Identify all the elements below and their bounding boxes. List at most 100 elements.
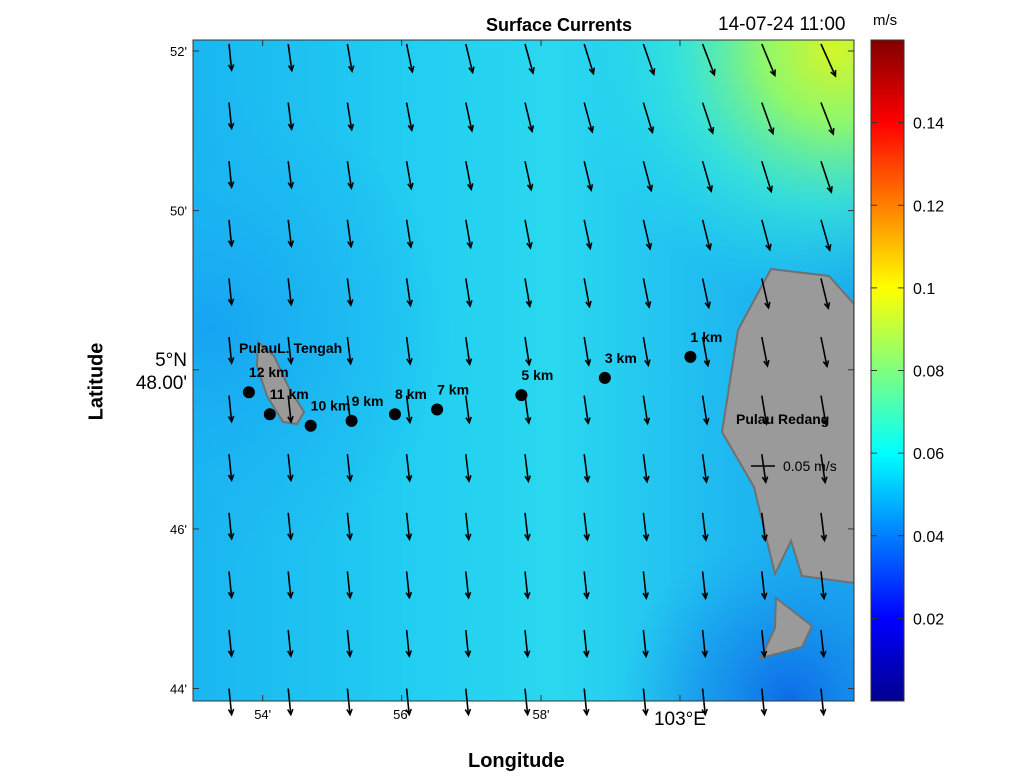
current-vector-arrow xyxy=(583,454,591,484)
current-vector-arrow xyxy=(701,278,712,310)
current-vector-arrow xyxy=(287,219,295,249)
station-marker xyxy=(515,389,528,402)
current-vector-arrow xyxy=(820,160,833,194)
station-label: 9 km xyxy=(352,393,384,409)
y-tick-label: 44' xyxy=(170,682,187,697)
current-vector-arrow xyxy=(465,102,475,133)
island-pulau-redang xyxy=(720,267,854,585)
current-vector-arrow xyxy=(286,629,294,658)
current-vector-arrow xyxy=(346,629,353,658)
island-pulau-redang-south xyxy=(759,596,814,660)
current-vector-arrow xyxy=(524,219,533,250)
current-vectors xyxy=(227,43,837,717)
current-vector-arrow xyxy=(701,160,714,193)
current-vector-arrow xyxy=(227,454,235,483)
current-vector-arrow xyxy=(287,278,294,307)
current-vector-arrow xyxy=(346,161,354,191)
current-vector-arrow xyxy=(524,512,531,542)
current-vector-arrow xyxy=(701,571,709,601)
current-vector-arrow xyxy=(405,102,415,133)
current-vector-arrow xyxy=(761,219,772,252)
station-label: 3 km xyxy=(605,350,637,366)
current-vector-arrow xyxy=(227,161,235,190)
current-vector-arrow xyxy=(524,43,535,75)
current-vector-arrow xyxy=(227,629,235,658)
current-vector-arrow xyxy=(701,43,716,77)
current-vector-arrow xyxy=(760,629,768,659)
current-vector-arrow xyxy=(583,102,595,134)
current-vector-arrow xyxy=(346,43,355,74)
current-vector-arrow xyxy=(523,629,531,659)
current-vector-arrow xyxy=(287,102,295,131)
station-marker xyxy=(263,408,276,421)
current-vector-arrow xyxy=(761,278,771,310)
current-vector-arrow xyxy=(523,688,531,717)
current-vector-arrow xyxy=(819,688,827,717)
colorbar-unit: m/s xyxy=(873,12,898,29)
current-vector-arrow xyxy=(642,219,653,251)
current-vector-arrow xyxy=(405,161,414,191)
x-tick-label: 56' xyxy=(393,707,410,722)
station-label: 11 km xyxy=(270,386,309,402)
current-vector-arrow xyxy=(642,43,656,76)
station-marker xyxy=(242,386,255,399)
x-tick-label: 54' xyxy=(254,707,271,722)
current-vector-arrow xyxy=(405,278,414,308)
colorbar-tick-label: 0.02 xyxy=(913,611,944,628)
current-vector-arrow xyxy=(583,629,590,659)
current-vector-arrow xyxy=(819,629,827,659)
current-vector-arrow xyxy=(227,43,235,72)
current-vector-arrow xyxy=(227,336,235,365)
current-vector-arrow xyxy=(227,395,235,424)
current-vector-arrow xyxy=(761,512,768,543)
current-vector-arrow xyxy=(642,629,649,659)
current-vector-arrow xyxy=(346,512,353,541)
station-label: 12 km xyxy=(249,364,289,380)
current-vector-arrow xyxy=(583,571,590,600)
current-vector-arrow xyxy=(642,688,649,717)
current-vector-arrow xyxy=(642,160,654,193)
current-vector-arrow xyxy=(761,395,769,426)
current-vector-arrow xyxy=(524,161,534,192)
current-vector-arrow xyxy=(346,219,354,249)
y-tick-label: 52' xyxy=(170,44,187,59)
current-vector-arrow xyxy=(583,395,591,426)
current-vector-arrow xyxy=(701,629,709,659)
current-vector-arrow xyxy=(642,571,650,600)
colorbar-tick-label: 0.08 xyxy=(913,364,944,381)
current-vector-arrow xyxy=(227,278,235,307)
colorbar-tick-label: 0.1 xyxy=(913,281,935,298)
current-vector-arrow xyxy=(761,454,769,484)
current-vector-arrow xyxy=(701,395,710,426)
current-vector-arrow xyxy=(760,571,768,601)
current-vector-arrow xyxy=(346,571,353,600)
island-pulau-l-tengah xyxy=(255,339,306,426)
current-vector-arrow xyxy=(583,43,596,76)
current-vector-arrow xyxy=(701,336,711,368)
current-vector-arrow xyxy=(465,395,472,425)
current-vector-arrow xyxy=(287,512,294,541)
current-vector-arrow xyxy=(227,102,235,131)
current-vector-arrow xyxy=(820,102,835,136)
x-tick-label: 103°E xyxy=(654,709,706,730)
current-vector-arrow xyxy=(405,219,414,249)
colorbar-tick-label: 0.06 xyxy=(913,446,944,463)
current-vector-arrow xyxy=(405,512,413,542)
current-vector-arrow xyxy=(701,454,710,484)
vector-key-label: 0.05 m/s xyxy=(783,458,837,474)
current-vector-arrow xyxy=(465,219,474,250)
current-vector-arrow xyxy=(820,219,832,252)
colorbar-tick-label: 0.12 xyxy=(913,198,944,215)
y-tick-label: 5°N 48.00' xyxy=(136,350,187,394)
current-vector-arrow xyxy=(286,688,294,717)
current-vector-arrow xyxy=(761,43,776,78)
current-vector-arrow xyxy=(465,161,474,191)
plot-frame xyxy=(192,39,855,702)
current-vector-arrow xyxy=(820,512,828,543)
current-vector-arrow xyxy=(227,571,235,600)
current-vector-arrow xyxy=(464,629,472,659)
current-vector-arrow xyxy=(287,43,295,73)
current-vector-arrow xyxy=(761,160,773,194)
